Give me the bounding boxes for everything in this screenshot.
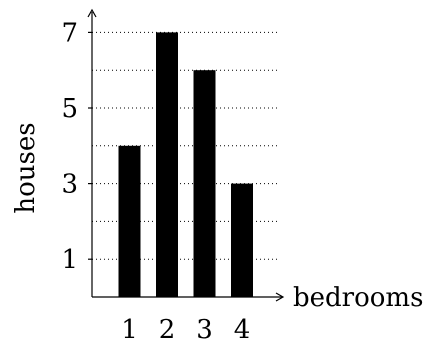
- bars: [118, 32, 253, 298]
- x-tick-label: 3: [196, 315, 213, 341]
- bar-2: [156, 32, 178, 298]
- y-tick-labels: 1 3 5 7: [61, 18, 92, 275]
- bar-4: [231, 183, 253, 297]
- axes: [87, 8, 285, 302]
- y-tick-label: 1: [61, 245, 78, 275]
- x-tick-label: 4: [234, 315, 251, 341]
- x-axis-arrowhead: [275, 292, 285, 302]
- y-tick-label: 7: [61, 18, 78, 48]
- x-axis-label: bedrooms: [293, 283, 423, 313]
- y-axis-arrowhead: [87, 8, 97, 18]
- y-tick-label: 5: [61, 94, 78, 124]
- y-tick-label: 3: [61, 170, 78, 200]
- x-tick-label: 1: [121, 315, 138, 341]
- bar-1: [118, 145, 141, 297]
- x-tick-label: 2: [159, 315, 176, 341]
- bar-3: [193, 70, 216, 297]
- y-axis-label: houses: [11, 122, 41, 213]
